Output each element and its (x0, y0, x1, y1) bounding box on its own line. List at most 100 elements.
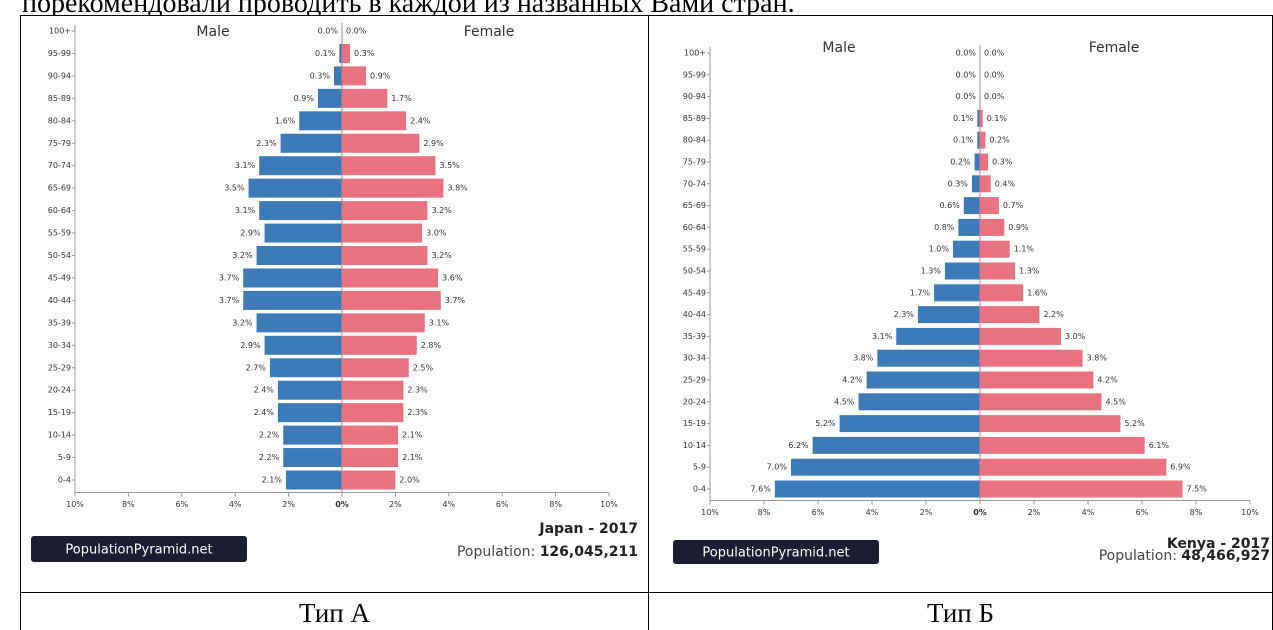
female-bar (342, 425, 399, 445)
male-bar (285, 470, 342, 490)
male-bar (256, 313, 342, 333)
male-value-label: 0.0% (956, 49, 977, 58)
age-label: 60-64 (48, 206, 71, 215)
female-value-label: 1.6% (1027, 288, 1048, 297)
male-bar (280, 133, 342, 153)
x-tick-label: 8% (122, 500, 135, 509)
female-bar (980, 262, 1016, 280)
female-bar (980, 458, 1167, 476)
female-bar (342, 133, 420, 153)
male-value-label: 0.2% (950, 158, 971, 167)
female-value-label: 0.1% (987, 114, 1008, 123)
male-value-label: 0.0% (956, 70, 977, 79)
male-value-label: 0.3% (948, 179, 969, 188)
male-value-label: 1.6% (275, 116, 296, 125)
male-bar (971, 175, 980, 193)
x-tick-label: 6% (496, 500, 509, 509)
female-value-label: 0.0% (984, 70, 1005, 79)
x-tick-label: 10% (1241, 508, 1259, 517)
male-bar (917, 306, 980, 324)
table-border-divider (648, 15, 649, 630)
female-value-label: 1.3% (1019, 267, 1040, 276)
male-value-label: 3.1% (235, 206, 256, 215)
age-label: 0-4 (693, 485, 706, 494)
male-value-label: 1.3% (921, 267, 942, 276)
age-label: 95-99 (683, 70, 706, 79)
male-bar (774, 480, 980, 498)
female-value-label: 3.2% (431, 206, 452, 215)
male-bar (283, 425, 342, 445)
male-value-label: 0.3% (310, 71, 331, 80)
male-bar (944, 262, 980, 280)
female-value-label: 3.0% (426, 229, 447, 238)
age-label: 30-34 (48, 341, 71, 350)
female-value-label: 2.4% (410, 116, 431, 125)
female-bar (980, 153, 989, 171)
male-bar (866, 371, 980, 389)
male-bar (299, 111, 342, 131)
age-label: 70-74 (48, 161, 71, 170)
age-label: 100+ (684, 49, 706, 58)
male-bar (339, 43, 342, 63)
male-bar (934, 284, 980, 302)
x-tick-label: 10% (600, 500, 618, 509)
female-bar (342, 380, 404, 400)
age-label: 55-59 (683, 245, 706, 254)
female-value-label: 2.1% (402, 431, 423, 440)
pyramid-panel-japan: Male Female 100+ 0.0% 0.0% 95-99 0.1% 0.3% 90-94… (21, 16, 648, 590)
male-value-label: 0.1% (953, 114, 974, 123)
male-value-label: 0.1% (315, 49, 336, 58)
female-value-label: 2.1% (402, 453, 423, 462)
male-value-label: 0.0% (956, 92, 977, 101)
female-bar (980, 109, 983, 127)
female-value-label: 3.7% (445, 296, 466, 305)
population-value: 126,045,211 (540, 544, 638, 560)
female-bar (980, 218, 1005, 236)
age-label: 60-64 (683, 223, 706, 232)
male-value-label: 3.8% (853, 354, 874, 363)
male-label: Male (822, 40, 855, 56)
table-border-top (20, 15, 1273, 16)
male-bar (953, 240, 980, 258)
male-bar (259, 156, 342, 176)
male-bar (264, 223, 342, 243)
x-tick-label: 2% (282, 500, 295, 509)
male-bar (974, 153, 980, 171)
female-bar (342, 448, 399, 468)
age-label: 25-29 (683, 376, 706, 385)
male-value-label: 3.7% (219, 273, 240, 282)
age-label: 5-9 (58, 453, 71, 462)
female-value-label: 3.5% (439, 161, 460, 170)
population-line: Population: 48,466,927 (1099, 548, 1270, 564)
age-label: 85-89 (48, 94, 71, 103)
female-value-label: 0.0% (984, 49, 1005, 58)
male-value-label: 3.7% (219, 296, 240, 305)
x-tick-label: 8% (549, 500, 562, 509)
male-bar (264, 335, 342, 355)
female-value-label: 0.0% (984, 92, 1005, 101)
age-label: 95-99 (48, 49, 71, 58)
female-bar (980, 175, 991, 193)
female-value-label: 3.6% (442, 273, 463, 282)
female-label: Female (1089, 40, 1140, 56)
pyramid-chart-japan: Male Female 100+ 0.0% 0.0% 95-99 0.1% 0.3% 90-94… (31, 23, 638, 562)
age-label: 45-49 (683, 288, 706, 297)
female-value-label: 0.7% (1003, 201, 1024, 210)
chart-title: Japan - 2017 (538, 521, 638, 537)
pyramid-chart-kenya: Male Female 100+ 0.0% 0.0% 95-99 0.0% 0.0% 90-94… (673, 40, 1270, 564)
female-bar (980, 306, 1040, 324)
male-bar (256, 246, 342, 265)
chart-title: Kenya - 2017 (1167, 536, 1270, 552)
male-bar (896, 327, 980, 345)
female-value-label: 0.3% (354, 49, 375, 58)
x-tick-label: 2% (1028, 508, 1041, 517)
age-label: 90-94 (683, 92, 706, 101)
female-value-label: 0.9% (370, 71, 391, 80)
male-value-label: 3.5% (224, 184, 245, 193)
x-tick-label: 2% (920, 508, 933, 517)
male-value-label: 2.9% (240, 341, 261, 350)
age-label: 15-19 (683, 419, 706, 428)
x-tick-label: 8% (758, 508, 771, 517)
age-label: 35-39 (683, 332, 706, 341)
female-value-label: 3.8% (1087, 354, 1108, 363)
